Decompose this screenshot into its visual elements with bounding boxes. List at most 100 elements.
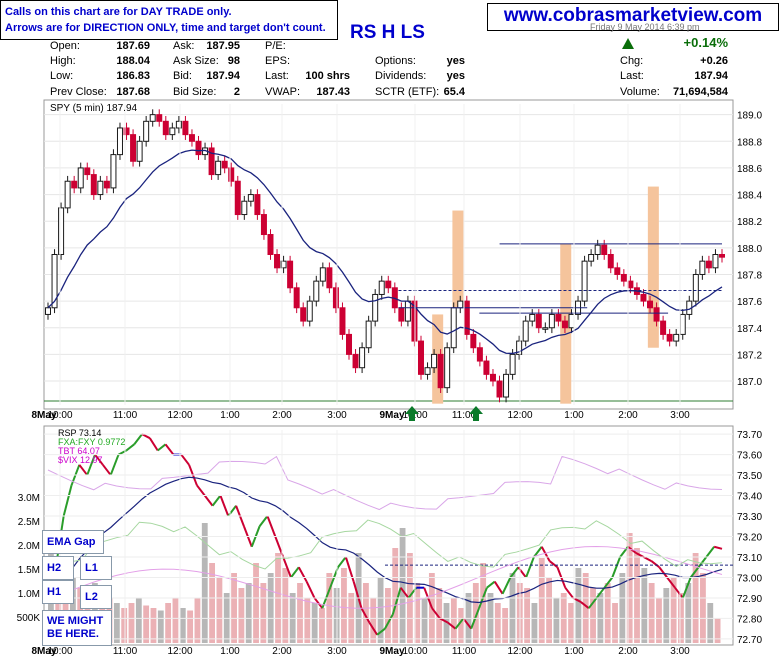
volume-bar — [546, 578, 552, 643]
volume-bar — [179, 608, 186, 643]
breadth-left-tick: 3.0M — [18, 493, 40, 504]
rsp-segment — [157, 443, 167, 452]
rsp-segment — [650, 560, 660, 569]
price-candle — [228, 167, 235, 182]
l1-button[interactable]: L1 — [80, 556, 112, 580]
breadth-right-tick: 73.10 — [737, 553, 762, 564]
price-candle — [542, 327, 549, 330]
volume-value: 71,694,584 — [672, 86, 728, 98]
pe-label: P/E: — [265, 40, 286, 52]
volume-bar — [392, 548, 399, 643]
rsp-segment — [439, 617, 449, 624]
volume-bar — [502, 608, 509, 643]
price-panel — [43, 99, 734, 410]
ema-gap-button[interactable]: EMA Gap — [42, 530, 104, 554]
x-tick-label: 3:00 — [670, 410, 690, 421]
price-candle — [169, 127, 176, 136]
price-candle — [319, 267, 326, 282]
price-candle — [660, 320, 667, 335]
breadth-right-tick: 73.00 — [737, 573, 762, 584]
volume-bar — [458, 608, 465, 643]
volume-bar — [648, 583, 655, 643]
price-candle — [431, 353, 438, 369]
x-tick-label: 12:00 — [167, 410, 192, 421]
price-candle — [188, 134, 195, 142]
rsp-legend: RSP 73.14 — [58, 428, 101, 438]
bid-label: Bid: — [173, 70, 192, 82]
we-might-button[interactable]: WE MIGHT BE HERE. — [42, 610, 112, 646]
volume-bar — [414, 583, 421, 643]
volume-bar — [319, 608, 325, 643]
fxa-legend: FXA:FXY 0.9772 — [58, 437, 125, 447]
price-candle — [522, 320, 529, 342]
price-candle — [182, 120, 189, 136]
price-candle — [705, 260, 712, 269]
disclaimer-box: Calls on this chart are for DAY TRADE on… — [0, 0, 338, 40]
breadth-right-tick: 72.90 — [737, 594, 762, 605]
price-y-tick: 188.8 — [737, 137, 762, 148]
breadth-left-tick: 500K — [17, 613, 41, 624]
h1-button[interactable]: H1 — [42, 580, 74, 604]
volume-bar — [135, 598, 142, 643]
prev-close-value: 187.68 — [116, 86, 150, 98]
rsp-segment — [509, 566, 520, 579]
up-triangle-icon — [622, 38, 634, 49]
volume-bar — [172, 598, 179, 643]
price-candle — [489, 373, 496, 382]
rsp-segment — [78, 464, 88, 476]
price-candle — [241, 200, 248, 216]
x-tick-label: 12:00 — [167, 646, 192, 657]
price-candle — [496, 380, 503, 398]
volume-bar — [700, 573, 706, 643]
high-label: High: — [50, 55, 76, 67]
rsp-segment — [211, 494, 222, 507]
volume-bar — [619, 573, 626, 643]
volume-bar — [238, 588, 245, 643]
volume-bar — [480, 563, 487, 643]
breadth-right-tick: 73.30 — [737, 512, 762, 523]
price-candle — [332, 287, 339, 309]
x-tick-label: 11:00 — [452, 410, 477, 421]
rsp-segment — [643, 556, 652, 562]
price-candle — [712, 254, 719, 269]
website-banner[interactable]: www.cobrasmarketview.com — [487, 3, 779, 31]
breadth-right-tick: 73.20 — [737, 533, 762, 544]
price-candle — [130, 134, 137, 162]
chg-value: +0.26 — [700, 55, 728, 67]
eps-label: EPS: — [265, 55, 291, 67]
rsp-segment — [525, 556, 535, 578]
price-candle — [601, 244, 608, 255]
options-label: Options: — [375, 55, 416, 67]
x-tick-label: 1:00 — [564, 646, 584, 657]
volume-bar — [113, 603, 120, 643]
volume-bar — [670, 578, 677, 643]
volume-bar — [612, 603, 618, 643]
tbt-legend: TBT 64.07 — [58, 446, 100, 456]
volume-bar — [370, 598, 377, 643]
rsp-segment — [501, 577, 512, 595]
volume-bar — [187, 610, 194, 643]
rsp-segment — [141, 433, 151, 440]
x-tick-label: 2:00 — [272, 410, 292, 421]
volume-bar — [399, 528, 406, 643]
breadth-right-tick: 73.60 — [737, 451, 762, 462]
volume-bar — [421, 598, 428, 643]
x-tick-label: 8May — [31, 646, 56, 657]
x-tick-label: 2:00 — [272, 646, 292, 657]
date-text: Friday 9 May 2014 6:39 pm — [590, 22, 700, 32]
price-y-tick: 187.4 — [737, 324, 762, 335]
price-candle — [529, 313, 536, 322]
price-bars — [45, 109, 725, 403]
volume-bar — [121, 608, 128, 643]
price-candle — [647, 300, 654, 309]
price-y-ticks: 189.0 188.8 188.6 188.4 188.2 188.0 187.8 187.6… — [737, 111, 762, 388]
volume-bar — [707, 603, 714, 643]
volume-bar — [385, 588, 391, 643]
price-candle — [627, 280, 634, 289]
h2-button[interactable]: H2 — [42, 556, 74, 580]
price-candle — [84, 167, 91, 176]
l2-button[interactable]: L2 — [80, 585, 112, 609]
price-candle — [483, 360, 490, 375]
vix-legend: $VIX 12.97 — [58, 455, 103, 465]
price-candle — [437, 353, 444, 389]
